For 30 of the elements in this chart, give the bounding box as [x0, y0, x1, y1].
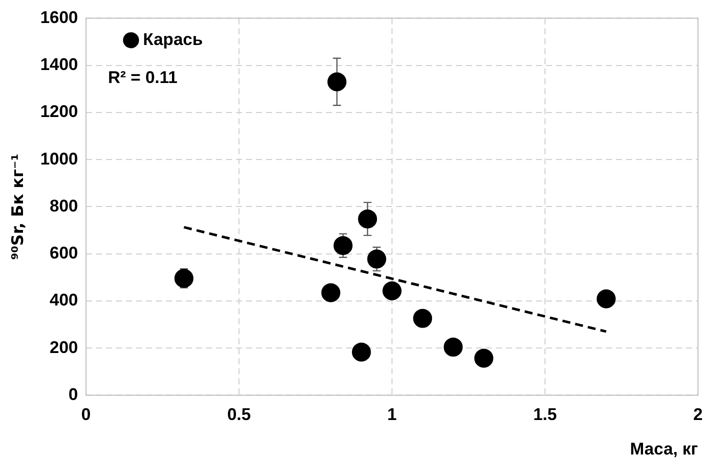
annotation: R² = 0.11: [108, 68, 178, 87]
y-tick-label: 0: [68, 384, 78, 404]
point: [327, 72, 346, 92]
x-tick-label: 2: [693, 405, 703, 424]
y-tick-label: 1400: [40, 55, 78, 74]
y-tick-label: 200: [50, 338, 78, 357]
y-tick-label: 600: [50, 244, 78, 263]
y-tick-label: 1000: [40, 149, 78, 168]
x-tick-label: 0: [81, 405, 91, 424]
point: [444, 338, 463, 357]
point: [321, 283, 340, 302]
point: [334, 236, 353, 256]
y-tick-label: 1200: [40, 102, 78, 122]
point: [474, 348, 494, 368]
point: [596, 289, 616, 308]
point: [174, 268, 194, 288]
y-tick-label: 800: [50, 196, 78, 216]
point: [352, 342, 371, 362]
y-tick-label: 1600: [40, 8, 78, 27]
x-tick-label: 1.5: [533, 405, 557, 424]
point: [382, 281, 402, 300]
point: [358, 209, 378, 228]
x-tick-label: 0.5: [227, 405, 251, 424]
y-tick-label: 400: [50, 290, 78, 310]
point: [367, 250, 386, 269]
legend-label: Карась: [143, 30, 203, 49]
x-axis-title: Маса, кг: [630, 439, 698, 458]
y-axis-title: ⁹⁰Sr, Бк кг⁻¹: [8, 154, 27, 260]
x-tick-label: 1: [387, 405, 397, 424]
point: [413, 308, 432, 328]
